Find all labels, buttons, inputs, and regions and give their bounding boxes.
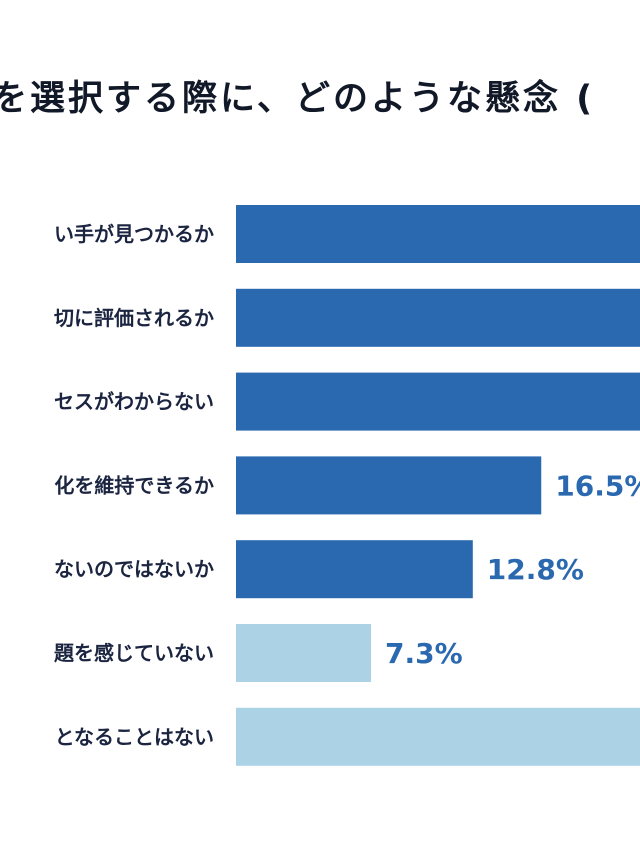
category-label: となることはない (55, 725, 214, 749)
value-label: 16.5% (555, 469, 640, 502)
category-label: 切に評価されるか (54, 306, 214, 330)
bar (236, 624, 372, 682)
bar (236, 540, 473, 599)
category-label: ないのではないか (54, 557, 214, 581)
category-label: 題を感じていない (54, 641, 214, 665)
chart-title: を選択する際に、どのような懸念 ( (0, 79, 596, 119)
bar (236, 372, 640, 431)
value-label: 12.8% (487, 553, 584, 586)
category-label: い手が見つかるか (54, 222, 214, 246)
value-label: 7.3% (385, 637, 463, 670)
bar (236, 456, 542, 515)
bar (236, 288, 640, 347)
category-label: 化を維持できるか (54, 473, 214, 497)
category-label: セスがわからない (54, 390, 214, 414)
bar (236, 205, 640, 263)
bar (236, 707, 640, 766)
